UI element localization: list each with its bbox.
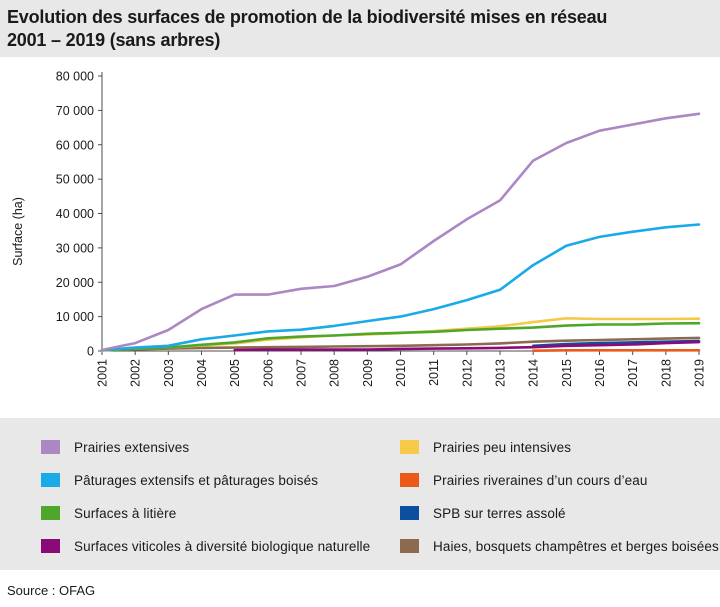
- x-tick-label: 2003: [162, 359, 176, 387]
- x-tick-label: 2016: [593, 359, 607, 387]
- x-tick-label: 2002: [129, 359, 143, 387]
- x-tick-label: 2010: [394, 359, 408, 387]
- legend-swatch: [400, 539, 419, 553]
- x-tick-label: 2014: [527, 359, 541, 387]
- legend-label: Pâturages extensifs et pâturages boisés: [74, 472, 319, 488]
- legend-label: Prairies riveraines d’un cours d’eau: [433, 472, 648, 488]
- x-tick-label: 2004: [195, 359, 209, 387]
- legend-swatch: [41, 440, 60, 454]
- title-band: Evolution des surfaces de promotion de l…: [0, 0, 720, 57]
- y-tick-label: 80 000: [56, 70, 94, 84]
- legend-label: Surfaces viticoles à diversité biologiqu…: [74, 538, 371, 554]
- legend-item-prairies-riveraines: Prairies riveraines d’un cours d’eau: [400, 470, 647, 490]
- chart-title-line-2: 2001 – 2019 (sans arbres): [7, 30, 221, 50]
- chart-title-line-1: Evolution des surfaces de promotion de l…: [7, 7, 608, 27]
- legend-label: Haies, bosquets champêtres et berges boi…: [433, 538, 719, 554]
- series-line-surfaces-a-litiere: [100, 321, 701, 352]
- legend-item-surfaces-viticoles: Surfaces viticoles à diversité biologiqu…: [41, 536, 370, 556]
- legend-item-prairies-peu-intensives: Prairies peu intensives: [400, 437, 571, 457]
- legend-label: Prairies peu intensives: [433, 439, 572, 455]
- x-tick-label: 2015: [560, 359, 574, 387]
- x-tick-label: 2006: [261, 359, 275, 387]
- x-tick-label: 2013: [494, 359, 508, 387]
- x-tick-label: 2009: [361, 359, 375, 387]
- legend-swatch: [400, 440, 419, 454]
- series-line-prairies-extensives: [100, 112, 701, 352]
- series-line-spb-sur-terres-assole: [531, 339, 701, 348]
- y-tick-label: 40 000: [56, 207, 94, 221]
- series-line-surfaces-viticoles-a-diversite-biologique-naturelle: [233, 340, 701, 352]
- legend-item-surfaces-litiere: Surfaces à litière: [41, 503, 176, 523]
- legend-label: Surfaces à litière: [74, 505, 177, 521]
- legend-item-spb-terres-assole: SPB sur terres assolé: [400, 503, 566, 523]
- line-chart: 0 10 000 20 000 30 000 40 000 50 000 60 000 70 …: [11, 70, 707, 387]
- x-tick-label: 2001: [96, 359, 110, 387]
- x-tick-label: 2005: [228, 359, 242, 387]
- legend-swatch: [41, 506, 60, 520]
- source-note: Source : OFAG: [7, 583, 96, 598]
- series-line-haies-bosquets-champetres-et-berges-boisees: [100, 336, 701, 352]
- y-axis-title: Surface (ha): [11, 197, 25, 266]
- legend-item-prairies-extensives: Prairies extensives: [41, 437, 189, 457]
- legend-label: SPB sur terres assolé: [433, 505, 566, 521]
- chart-title: Evolution des surfaces de promotion de l…: [7, 6, 713, 52]
- x-tick-label: 2019: [693, 359, 707, 387]
- x-tick-label: 2017: [626, 359, 640, 387]
- legend-swatch: [41, 539, 60, 553]
- y-tick-label: 60 000: [56, 138, 94, 152]
- x-tick-label: 2018: [659, 359, 673, 387]
- x-tick-label: 2012: [460, 359, 474, 387]
- legend-item-paturages: Pâturages extensifs et pâturages boisés: [41, 470, 318, 490]
- x-tick-label: 2011: [427, 359, 441, 386]
- legend-swatch: [41, 473, 60, 487]
- y-tick-label: 50 000: [56, 173, 94, 187]
- legend-label: Prairies extensives: [74, 439, 190, 455]
- legend-item-haies-bosquets: Haies, bosquets champêtres et berges boi…: [400, 536, 719, 556]
- y-tick-label: 20 000: [56, 276, 94, 290]
- legend-swatch: [400, 473, 419, 487]
- y-tick-label: 30 000: [56, 241, 94, 255]
- legend: Prairies extensives Pâturages extensifs …: [0, 418, 720, 570]
- series-line-paturages-extensifs-et-paturages-boises: [100, 223, 701, 352]
- y-tick-label: 70 000: [56, 104, 94, 118]
- x-tick-label: 2007: [295, 359, 309, 387]
- y-tick-label: 10 000: [56, 310, 94, 324]
- legend-swatch: [400, 506, 419, 520]
- y-tick-label: 0: [87, 345, 94, 359]
- x-tick-label: 2008: [328, 359, 342, 387]
